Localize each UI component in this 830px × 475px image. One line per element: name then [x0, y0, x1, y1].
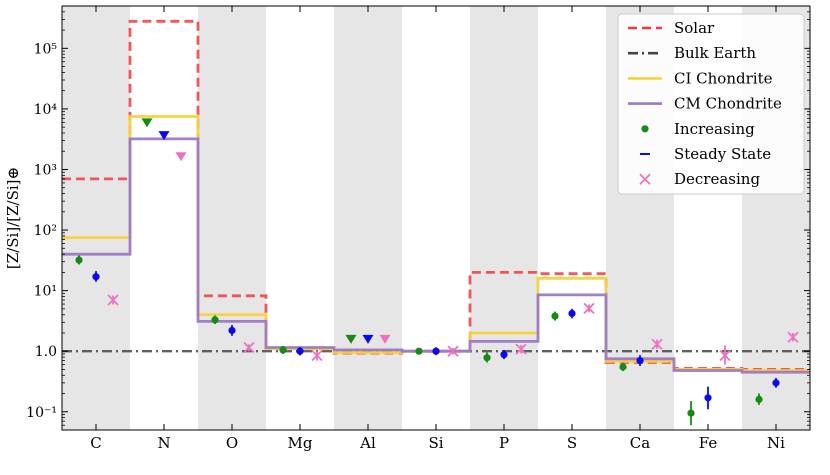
point-decreasing-o	[243, 341, 255, 354]
point-decreasing-p-stroke-b	[515, 343, 527, 355]
x-tick-label-ni: Ni	[767, 434, 785, 452]
band-c	[62, 6, 130, 430]
y-tick-label: 10⁴	[34, 102, 58, 118]
point-decreasing-s-stroke-b	[583, 302, 595, 314]
x-tick-label-mg: Mg	[288, 434, 313, 452]
y-tick-label: 10⁵	[34, 41, 58, 57]
point-increasing-o	[211, 316, 219, 324]
point-decreasing-ni	[787, 331, 799, 343]
point-steady-state-n	[158, 131, 170, 141]
legend-label-bulk-earth: Bulk Earth	[674, 44, 756, 62]
point-increasing-ca	[619, 363, 627, 371]
point-decreasing-o-stroke-b	[243, 341, 255, 354]
point-steady-state-al	[362, 334, 374, 344]
point-increasing-mg	[279, 346, 287, 354]
point-increasing-s	[551, 312, 559, 320]
point-decreasing-mg	[311, 349, 323, 362]
point-decreasing-fe-stroke-b	[719, 349, 731, 362]
x-tick-label-p: P	[499, 434, 509, 452]
x-tick-label-ca: Ca	[630, 434, 650, 452]
point-decreasing-si	[447, 345, 459, 357]
y-tick-label: 10¹	[34, 284, 57, 300]
point-steady-state-fe	[704, 394, 712, 402]
point-increasing-c	[75, 256, 83, 264]
point-steady-state-p	[500, 350, 508, 359]
legend-label-cm-chondrite: CM Chondrite	[674, 95, 782, 113]
legend-label-ci-chondrite: CI Chondrite	[674, 69, 773, 87]
point-increasing-si	[415, 347, 423, 355]
legend-handle-decreasing	[639, 173, 651, 185]
legend-label-decreasing: Decreasing	[674, 170, 760, 188]
point-steady-state-ni	[772, 379, 780, 387]
x-tick-label-c: C	[90, 434, 101, 452]
legend: Solar Bulk Earth CI Chondrite CM Chondrite I…	[617, 13, 805, 195]
x-axis: C N O Mg Al Si P S Ca Fe Ni	[90, 6, 785, 452]
point-decreasing-p	[515, 343, 527, 355]
point-steady-state-o	[228, 326, 236, 335]
y-axis: 10⁻¹ 1.0 10¹ 10² 10³ 10⁴ 10⁵	[26, 5, 810, 431]
legend-label-increasing: Increasing	[674, 120, 755, 138]
point-decreasing-c-stroke-b	[107, 294, 119, 306]
legend-handle-decreasing-b	[639, 173, 651, 185]
point-increasing-p	[483, 354, 491, 362]
point-steady-state-c	[92, 273, 100, 281]
band-o	[198, 6, 266, 430]
y-axis-label: [Z/Si]/[Z/Si]⊕	[4, 167, 22, 269]
point-increasing-ni	[755, 395, 763, 404]
point-increasing-al	[345, 334, 357, 344]
point-decreasing-fe	[719, 349, 731, 362]
point-decreasing-c	[107, 294, 119, 306]
band-al	[334, 6, 402, 430]
legend-box	[617, 13, 805, 195]
point-steady-state-ca	[636, 356, 644, 365]
band-p	[470, 6, 538, 430]
y-tick-label: 10²	[34, 223, 57, 239]
point-decreasing-ni-stroke-b	[787, 331, 799, 343]
point-steady-state-mg	[296, 347, 304, 355]
point-decreasing-s	[583, 302, 595, 314]
x-tick-label-n: N	[157, 434, 170, 452]
x-tick-label-o: O	[226, 434, 238, 452]
point-decreasing-ca	[651, 338, 663, 350]
x-tick-label-s: S	[567, 434, 577, 452]
y-tick-label: 1.0	[35, 344, 57, 360]
x-tick-label-si: Si	[428, 434, 443, 452]
y-tick-label: 10³	[34, 162, 57, 178]
point-steady-state-s	[568, 309, 576, 318]
point-decreasing-n	[175, 152, 187, 162]
x-tick-label-fe: Fe	[699, 434, 718, 452]
point-decreasing-mg-stroke-b	[311, 349, 323, 362]
point-decreasing-si-stroke-b	[447, 345, 459, 357]
data-points	[75, 118, 799, 426]
point-decreasing-ca-stroke-b	[651, 338, 663, 350]
legend-handle-increasing	[641, 125, 649, 133]
point-increasing-fe	[687, 409, 695, 417]
point-steady-state-si	[432, 347, 440, 355]
legend-label-solar: Solar	[674, 19, 715, 37]
y-tick-label: 10⁻¹	[26, 405, 57, 421]
legend-label-steady-state: Steady State	[674, 145, 771, 163]
point-increasing-n	[141, 118, 153, 128]
point-decreasing-al	[379, 334, 391, 344]
x-tick-label-al: Al	[359, 434, 376, 452]
